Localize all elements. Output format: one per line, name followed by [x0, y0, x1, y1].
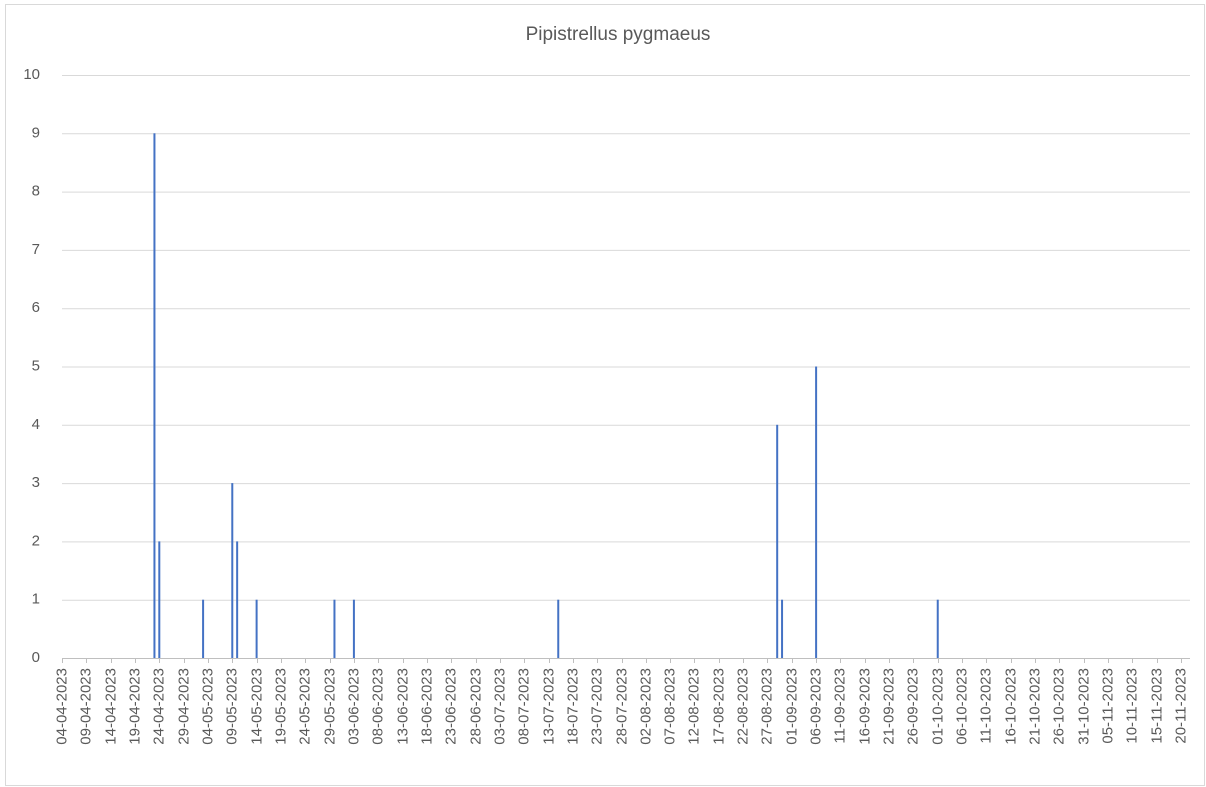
y-tick-label: 9	[32, 124, 40, 141]
x-tick-label: 15-11-2023	[1148, 668, 1165, 744]
chart-title: Pipistrellus pygmaeus	[526, 24, 711, 45]
x-tick-label: 08-06-2023	[369, 668, 386, 745]
x-tick-label: 10-11-2023	[1123, 668, 1140, 744]
x-tick-label: 01-10-2023	[929, 668, 946, 745]
x-tick-label: 05-11-2023	[1099, 668, 1116, 744]
x-tick-label: 29-04-2023	[175, 668, 192, 745]
y-tick-label: 3	[32, 474, 40, 491]
x-tick-label: 04-05-2023	[199, 668, 216, 745]
y-tick-label: 6	[32, 299, 40, 316]
x-tick-label: 28-06-2023	[467, 668, 484, 745]
x-tick-label: 01-09-2023	[783, 668, 800, 745]
x-tick-label: 08-07-2023	[515, 668, 532, 745]
bar	[936, 599, 939, 658]
y-tick-label: 7	[32, 241, 40, 258]
y-tick-label: 8	[32, 183, 40, 200]
bar	[231, 483, 234, 658]
x-tick-label: 19-05-2023	[272, 668, 289, 745]
y-tick-label: 0	[32, 649, 40, 666]
x-tick-label: 22-08-2023	[734, 668, 751, 745]
x-tick-label: 09-05-2023	[223, 668, 240, 745]
bar	[815, 366, 818, 658]
x-tick-label: 29-05-2023	[321, 668, 338, 745]
x-tick-label: 14-04-2023	[102, 668, 119, 745]
x-tick-label: 26-10-2023	[1050, 668, 1067, 745]
x-tick-label: 14-05-2023	[248, 668, 265, 745]
bar	[776, 424, 779, 658]
x-tick-label: 11-09-2023	[831, 668, 848, 744]
x-tick-label: 02-08-2023	[637, 668, 654, 745]
x-tick-label: 18-06-2023	[418, 668, 435, 745]
x-tick-label: 16-09-2023	[856, 668, 873, 745]
bar	[352, 599, 355, 658]
x-tick-label: 12-08-2023	[685, 668, 702, 745]
x-tick-label: 07-08-2023	[661, 668, 678, 745]
bar	[158, 541, 161, 658]
bar	[153, 133, 156, 659]
x-tick-label: 03-06-2023	[345, 668, 362, 745]
chart-frame	[5, 4, 1205, 786]
bar	[202, 599, 205, 658]
x-tick-label: 13-07-2023	[540, 668, 557, 745]
bar	[255, 599, 258, 658]
x-tick-label: 17-08-2023	[710, 668, 727, 745]
y-tick-label: 1	[32, 591, 40, 608]
x-tick-label: 13-06-2023	[394, 668, 411, 745]
x-tick-label: 09-04-2023	[77, 668, 94, 745]
bar	[781, 599, 784, 658]
x-tick-label: 24-04-2023	[150, 668, 167, 745]
x-tick-label: 06-10-2023	[953, 668, 970, 745]
x-tick-label: 31-10-2023	[1075, 668, 1092, 745]
y-tick-label: 4	[32, 416, 40, 433]
x-tick-label: 23-07-2023	[588, 668, 605, 745]
x-tick-label: 21-09-2023	[880, 668, 897, 745]
x-tick-label: 20-11-2023	[1172, 668, 1189, 744]
x-tick-label: 21-10-2023	[1026, 668, 1043, 745]
y-tick-label: 5	[32, 357, 40, 374]
x-tick-label: 03-07-2023	[491, 668, 508, 745]
x-tick-label: 24-05-2023	[296, 668, 313, 745]
bar	[333, 599, 336, 658]
x-tick-label: 16-10-2023	[1002, 668, 1019, 745]
x-tick-label: 26-09-2023	[904, 668, 921, 745]
x-tick-label: 06-09-2023	[807, 668, 824, 745]
bar	[557, 599, 560, 658]
x-tick-label: 04-04-2023	[53, 668, 70, 745]
x-tick-label: 23-06-2023	[442, 668, 459, 745]
x-tick-label: 19-04-2023	[126, 668, 143, 745]
y-tick-label: 2	[32, 532, 40, 549]
bar	[236, 541, 239, 658]
x-tick-label: 18-07-2023	[564, 668, 581, 745]
x-tick-label: 11-10-2023	[977, 668, 994, 744]
x-tick-label: 27-08-2023	[758, 668, 775, 745]
y-tick-label: 10	[23, 66, 40, 83]
x-tick-label: 28-07-2023	[613, 668, 630, 745]
